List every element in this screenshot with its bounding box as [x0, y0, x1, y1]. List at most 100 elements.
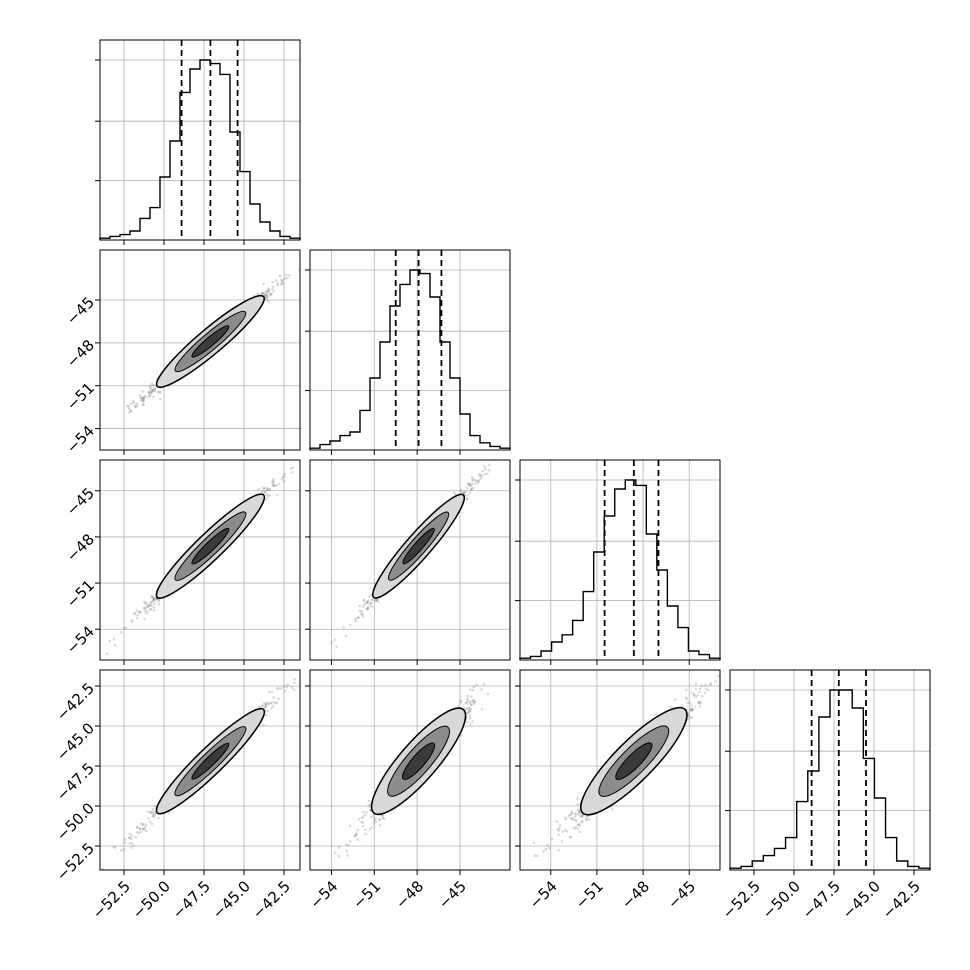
- scatter-point: [152, 815, 156, 818]
- scatter-point: [271, 479, 275, 483]
- scatter-point: [128, 841, 132, 845]
- scatter-point: [466, 711, 470, 714]
- scatter-point: [357, 616, 360, 620]
- contour-level-2: [402, 742, 436, 780]
- scatter-point: [269, 701, 273, 705]
- scatter-point: [258, 705, 261, 709]
- scatter-point: [468, 688, 472, 692]
- scatter-point: [138, 827, 142, 831]
- scatter-point: [272, 700, 275, 704]
- scatter-point: [141, 390, 145, 393]
- scatter-point: [697, 701, 700, 704]
- scatter-point: [690, 716, 694, 720]
- scatter-point: [356, 838, 360, 841]
- scatter-point: [268, 701, 272, 705]
- scatter-point: [694, 695, 698, 699]
- scatter-point: [148, 394, 152, 398]
- scatter-point: [153, 387, 156, 391]
- scatter-point: [370, 826, 374, 829]
- scatter-point: [570, 811, 574, 815]
- scatter-point: [131, 618, 134, 622]
- scatter-point: [120, 849, 123, 852]
- scatter-point: [363, 603, 366, 606]
- scatter-point: [151, 389, 155, 392]
- scatter-point: [348, 840, 352, 843]
- scatter-point: [473, 700, 477, 704]
- scatter-point: [473, 478, 477, 482]
- scatter-point: [292, 688, 296, 692]
- scatter-point: [462, 491, 466, 494]
- scatter-point: [569, 835, 573, 839]
- scatter-point: [708, 683, 712, 686]
- scatter-point: [124, 626, 128, 629]
- scatter-point: [698, 700, 701, 704]
- scatter-point: [579, 814, 582, 818]
- scatter-point: [354, 833, 358, 837]
- scatter-point: [285, 685, 289, 689]
- scatter-point: [472, 685, 476, 689]
- scatter-point: [515, 424, 518, 427]
- scatter-point: [167, 811, 171, 815]
- scatter-point: [131, 400, 135, 403]
- scatter-point: [460, 733, 464, 737]
- scatter-point: [360, 609, 364, 613]
- scatter-point: [337, 846, 341, 849]
- scatter-point: [150, 822, 154, 826]
- scatter-point: [144, 825, 147, 829]
- axes-frame: [99, 249, 301, 451]
- scatter-point: [257, 487, 261, 491]
- scatter-point: [470, 487, 473, 491]
- scatter-point: [280, 477, 284, 481]
- scatter-point: [105, 652, 109, 656]
- scatter-point: [466, 494, 469, 497]
- scatter-point: [365, 608, 368, 611]
- scatter-point: [143, 609, 146, 613]
- scatter-point: [265, 290, 268, 294]
- scatter-point: [477, 478, 481, 482]
- scatter-point: [535, 854, 539, 858]
- scatter-point: [372, 822, 375, 825]
- scatter-point: [261, 704, 265, 707]
- scatter-point: [123, 627, 126, 630]
- scatter-point: [151, 810, 154, 814]
- scatter-point: [142, 396, 145, 400]
- scatter-point: [130, 620, 134, 624]
- scatter-point: [274, 701, 278, 705]
- scatter-point: [375, 598, 378, 602]
- scatter-point: [302, 457, 305, 460]
- scatter-point: [468, 483, 472, 487]
- scatter-point: [137, 610, 140, 614]
- scatter-point: [346, 843, 350, 847]
- scatter-point: [271, 704, 275, 708]
- scatter-point: [271, 285, 275, 288]
- scatter-point: [469, 700, 472, 703]
- plot-root: −54−51−48−45−54−51−48−45−52.5−50.0−47.5−…: [53, 39, 931, 923]
- scatter-point: [474, 479, 478, 483]
- scatter-point: [291, 466, 295, 470]
- scatter-point: [372, 818, 376, 822]
- scatter-panel-2-0: [95, 457, 305, 665]
- scatter-point: [369, 815, 373, 819]
- scatter-panel-3-0: [95, 669, 301, 875]
- scatter-point: [143, 827, 146, 831]
- scatter-point: [142, 396, 145, 400]
- scatter-point: [151, 389, 154, 392]
- scatter-point: [260, 292, 264, 296]
- scatter-point: [136, 616, 139, 620]
- scatter-point: [264, 295, 267, 299]
- scatter-point: [263, 490, 267, 494]
- scatter-point: [113, 643, 117, 647]
- scatter-point: [264, 706, 268, 709]
- scatter-point: [364, 828, 367, 832]
- scatter-point: [278, 274, 282, 278]
- scatter-point: [152, 597, 155, 600]
- scatter-point: [474, 482, 477, 485]
- scatter-point: [265, 703, 268, 706]
- scatter-point: [283, 277, 287, 281]
- scatter-point: [265, 297, 268, 301]
- scatter-point: [146, 605, 150, 608]
- scatter-point: [471, 720, 474, 723]
- scatter-point: [480, 474, 484, 477]
- scatter-point: [362, 599, 365, 602]
- contour-level-2: [191, 527, 230, 565]
